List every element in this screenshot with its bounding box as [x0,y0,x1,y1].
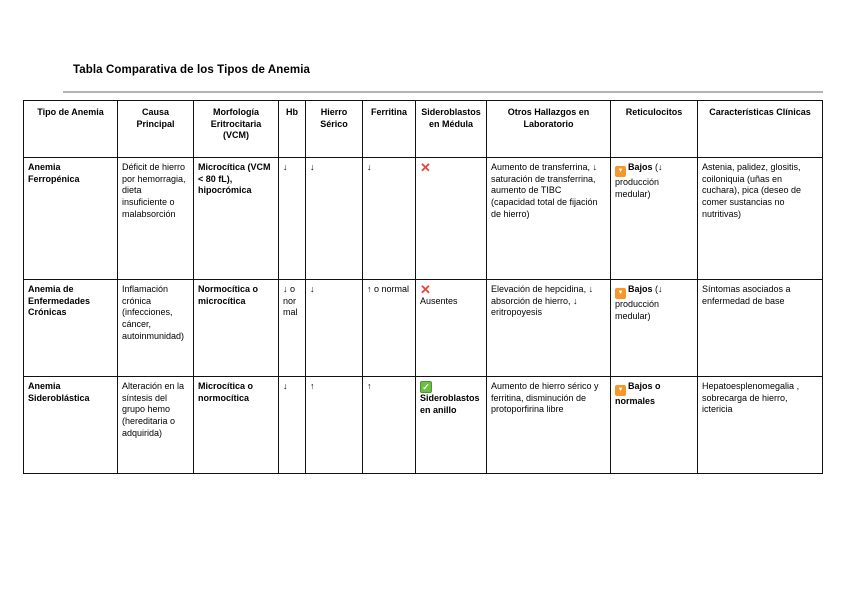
cell-causa: Inflamación crónica (infecciones, cáncer… [117,279,194,377]
anemia-comparison-table: Tipo de Anemia Causa Principal Morfologí… [23,100,823,474]
cell-caracteristicas: Hepatoesplenomegalia , sobrecarga de hie… [697,376,823,474]
cell-sideroblastos: ✕ [415,157,487,280]
cell-hb: ↓ [278,157,306,280]
column-header-tipo-de-anemia: Tipo de Anemia [23,100,118,158]
cell-reticulocitos: ▼ Bajos o normales [610,376,698,474]
reticulocitos-note: (↓ producción medular) [615,284,663,321]
cell-sideroblastos: ✓ Sideroblastos en anillo [415,376,487,474]
cell-ferritina: ↓ [362,157,416,280]
orange-down-arrow-icon: ▼ [615,385,626,396]
cell-hb: ↓ o normal [278,279,306,377]
table-row-anemia-sideroblastica: Anemia Sideroblástica Alteración en la s… [23,376,823,474]
cell-otros-hallazgos: Aumento de hierro sérico y ferritina, di… [486,376,611,474]
table-row-anemia-ferropenica: Anemia Ferropénica Déficit de hierro por… [23,157,823,280]
column-header-reticulocitos: Reticulocitos [610,100,698,158]
cell-caracteristicas: Astenia, palidez, glositis, coiloniquia … [697,157,823,280]
green-checkbox-icon: ✓ [420,381,432,393]
cell-caracteristicas: Síntomas asociados a enfermedad de base [697,279,823,377]
cell-hierro-serico: ↓ [305,279,363,377]
cell-sideroblastos: ✕ Ausentes [415,279,487,377]
cell-reticulocitos: ▼ Bajos (↓ producción medular) [610,279,698,377]
cell-morfologia: Microcítica o normocítica [193,376,279,474]
cell-otros-hallazgos: Aumento de transferrina, ↓ saturación de… [486,157,611,280]
header-row: Tipo de Anemia Causa Principal Morfologí… [23,100,823,158]
orange-down-arrow-icon: ▼ [615,288,626,299]
cell-reticulocitos: ▼ Bajos (↓ producción medular) [610,157,698,280]
cell-causa: Déficit de hierro por hemorragia, dieta … [117,157,194,280]
column-header-hierro-serico: Hierro Sérico [305,100,363,158]
column-header-causa-principal: Causa Principal [117,100,194,158]
red-cross-icon: ✕ [420,160,431,175]
title-divider [63,91,823,93]
sideroblastos-label: Sideroblastos en anillo [420,393,480,415]
column-header-hb: Hb [278,100,306,158]
table-row-anemia-enfermedades-cronicas: Anemia de Enfermedades Crónicas Inflamac… [23,279,823,377]
red-cross-icon: ✕ [420,282,431,297]
sideroblastos-label: Ausentes [420,296,458,306]
cell-morfologia: Normocítica o microcítica [193,279,279,377]
orange-down-arrow-icon: ▼ [615,166,626,177]
cell-hierro-serico: ↑ [305,376,363,474]
reticulocitos-value: Bajos o normales [615,381,661,406]
cell-morfologia: Microcítica (VCM < 80 fL), hipocrómica [193,157,279,280]
column-header-sideroblastos: Sideroblastos en Médula [415,100,487,158]
cell-tipo: Anemia Ferropénica [23,157,118,280]
cell-hb: ↓ [278,376,306,474]
column-header-otros-hallazgos: Otros Hallazgos en Laboratorio [486,100,611,158]
cell-otros-hallazgos: Elevación de hepcidina, ↓ absorción de h… [486,279,611,377]
cell-hierro-serico: ↓ [305,157,363,280]
reticulocitos-note: (↓ producción medular) [615,162,663,199]
column-header-morfologia: Morfología Eritrocitaria (VCM) [193,100,279,158]
page-title: Tabla Comparativa de los Tipos de Anemia [73,64,311,76]
column-header-caracteristicas: Características Clínicas [697,100,823,158]
reticulocitos-value: Bajos [628,284,653,294]
cell-ferritina: ↑ o normal [362,279,416,377]
reticulocitos-value: Bajos [628,162,653,172]
cell-tipo: Anemia de Enfermedades Crónicas [23,279,118,377]
cell-tipo: Anemia Sideroblástica [23,376,118,474]
cell-ferritina: ↑ [362,376,416,474]
cell-causa: Alteración en la síntesis del grupo hemo… [117,376,194,474]
column-header-ferritina: Ferritina [362,100,416,158]
